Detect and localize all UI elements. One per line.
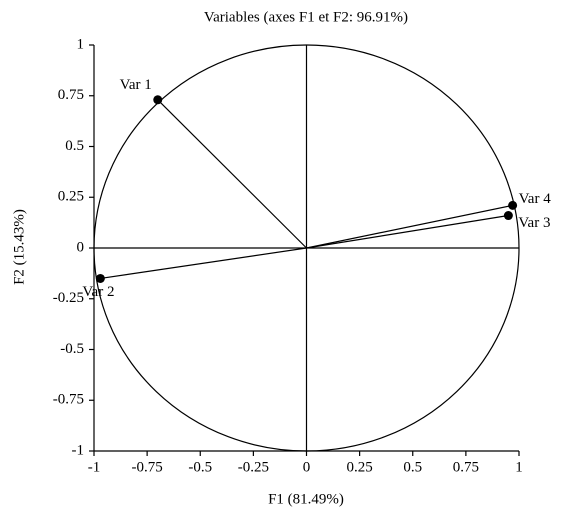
y-tick-label: 0.75 xyxy=(58,87,84,103)
point xyxy=(508,200,518,210)
x-tick-label: 1 xyxy=(515,459,523,475)
y-tick-label: -0.25 xyxy=(53,290,84,306)
point-label: Var 3 xyxy=(518,215,550,231)
x-tick-label: -1 xyxy=(88,459,101,475)
vector xyxy=(306,204,513,249)
y-tick-label: -1 xyxy=(72,442,85,458)
vector xyxy=(306,214,509,249)
y-tick-label: 0.25 xyxy=(58,189,84,205)
x-tick-label: 0.75 xyxy=(453,459,479,475)
unit-circle xyxy=(93,44,520,452)
x-tick-label: 0.5 xyxy=(403,459,422,475)
x-tick-label: -0.75 xyxy=(132,459,163,475)
x-tick-label: 0.25 xyxy=(347,459,373,475)
x-axis-label: F1 (81.49%) xyxy=(268,491,344,507)
point-label: Var 1 xyxy=(120,77,152,93)
y-tick-label: -0.75 xyxy=(53,392,84,408)
y-axis-label: F2 (15.43%) xyxy=(11,209,27,285)
y-tick-label: 1 xyxy=(77,36,85,52)
x-tick-label: -0.5 xyxy=(188,459,212,475)
point xyxy=(503,211,513,221)
y-tick-label: 0.5 xyxy=(65,138,84,154)
x-tick-label: 0 xyxy=(303,459,311,475)
vector xyxy=(157,99,307,249)
point-label: Var 2 xyxy=(82,284,114,300)
x-tick-label: -0.25 xyxy=(238,459,269,475)
point xyxy=(153,95,163,105)
chart-title: Variables (axes F1 et F2: 96.91%) xyxy=(204,9,408,25)
point-label: Var 4 xyxy=(519,191,552,207)
vector xyxy=(100,247,307,280)
y-tick-label: -0.5 xyxy=(60,341,84,357)
y-tick-label: 0 xyxy=(77,239,85,255)
point xyxy=(95,273,105,283)
